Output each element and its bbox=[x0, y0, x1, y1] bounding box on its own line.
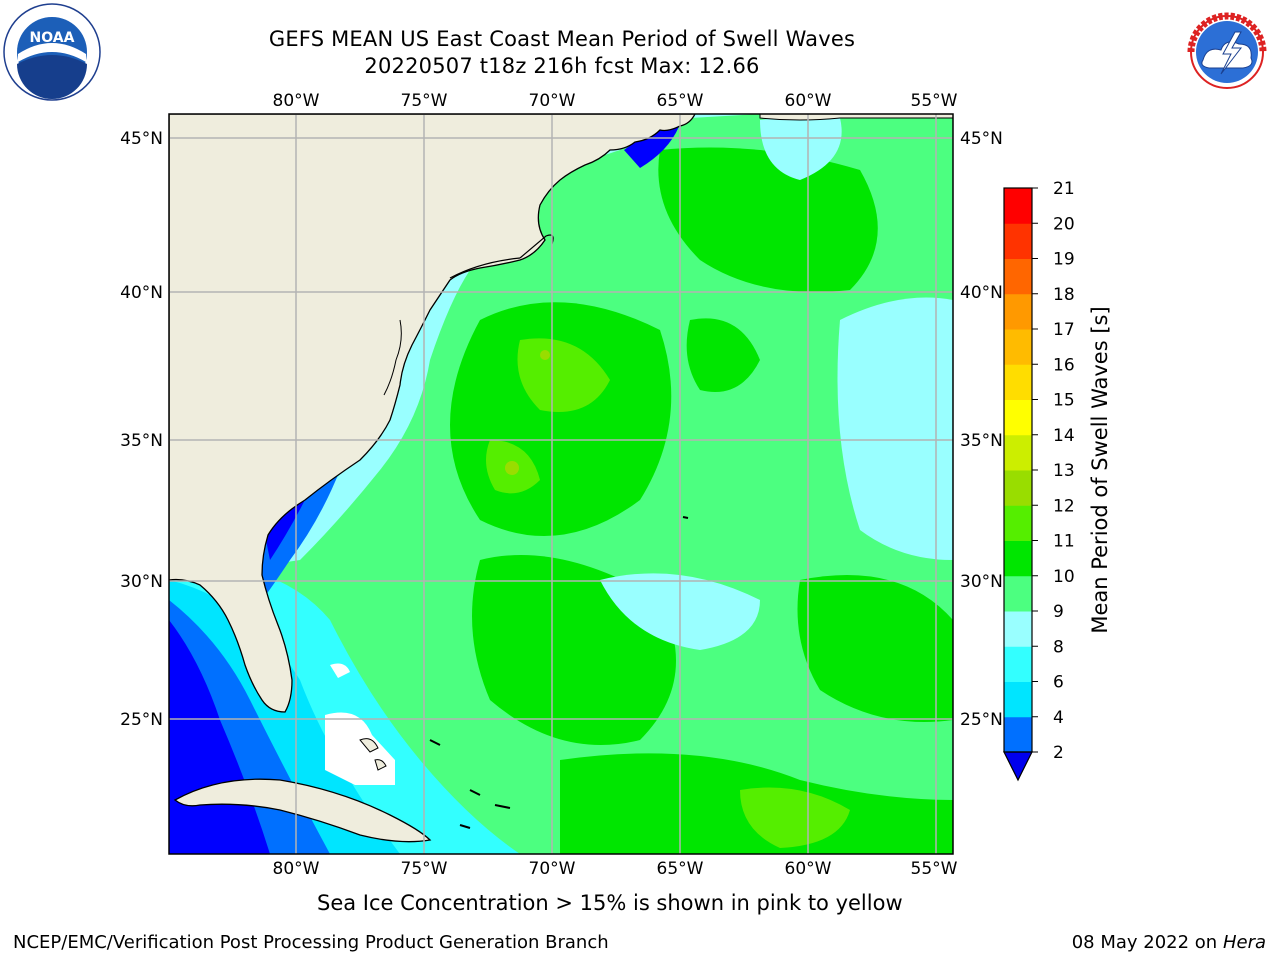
swell-patch-lightcyan-1 bbox=[837, 297, 953, 560]
chesapeake-bay bbox=[383, 319, 402, 396]
colorbar-segment bbox=[1004, 364, 1032, 400]
colorbar-tick-label: 8 bbox=[1053, 637, 1064, 657]
colorbar-tick-label: 21 bbox=[1053, 179, 1075, 199]
chart-subtitle: 20220507 t18z 216h fcst Max: 12.66 bbox=[364, 54, 760, 78]
lon-tick-bottom: 60°W bbox=[785, 859, 832, 879]
lat-tick-right: 40°N bbox=[960, 283, 1003, 303]
colorbar-segment bbox=[1004, 505, 1032, 541]
colorbar-extend-triangle bbox=[1003, 751, 1033, 782]
bahamas-island-2 bbox=[374, 759, 387, 771]
colorbar-tick-label: 4 bbox=[1053, 708, 1064, 728]
colorbar-tick-label: 11 bbox=[1053, 532, 1075, 552]
lon-tick-top: 70°W bbox=[529, 91, 576, 111]
lon-ticks-top: 80°W 75°W 70°W 65°W 60°W 55°W bbox=[273, 91, 958, 111]
lat-tick-right: 25°N bbox=[960, 710, 1003, 730]
colorbar-segment bbox=[1004, 540, 1032, 577]
map-frame bbox=[168, 113, 954, 855]
colorbar-segment bbox=[1004, 470, 1032, 506]
swell-patch-lightcyan-2 bbox=[760, 116, 842, 180]
colorbar-segment bbox=[1004, 223, 1032, 259]
colorbar-tick-label: 14 bbox=[1053, 426, 1075, 446]
swell-max-spot bbox=[505, 461, 519, 475]
swell-patch-green-1 bbox=[450, 302, 672, 536]
colorbar-tick-label: 16 bbox=[1053, 355, 1075, 375]
lon-ticks-bottom: 80°W 75°W 70°W 65°W 60°W 55°W bbox=[273, 859, 958, 879]
colorbar-segment bbox=[1004, 575, 1032, 612]
no-data-region-2 bbox=[330, 663, 350, 678]
lat-ticks-left: 45°N 40°N 35°N 30°N 25°N bbox=[120, 129, 163, 730]
swell-patch-green-6 bbox=[686, 318, 760, 392]
lat-tick-left: 25°N bbox=[120, 710, 163, 730]
bahamas-islets bbox=[429, 739, 511, 829]
lon-tick-bottom: 55°W bbox=[911, 859, 958, 879]
footer-date-text: 08 May 2022 on bbox=[1071, 932, 1218, 953]
colorbar-segment bbox=[1004, 293, 1032, 330]
colorbar-segment bbox=[1004, 646, 1032, 682]
colorbar-tick-label: 6 bbox=[1053, 673, 1064, 693]
lon-tick-top: 60°W bbox=[785, 91, 832, 111]
colorbar-tick-label: 17 bbox=[1053, 320, 1075, 340]
gulf-of-maine-deepblue bbox=[624, 124, 680, 168]
map-field bbox=[169, 114, 953, 854]
cuba-land bbox=[173, 778, 432, 843]
bahamas-island-1 bbox=[359, 738, 379, 753]
footer-date: 08 May 2022 on Hera bbox=[1072, 932, 1266, 953]
colorbar-tick-label: 10 bbox=[1053, 567, 1075, 587]
noaa-logo-text: NOAA bbox=[30, 30, 75, 46]
colorbar-segments bbox=[1004, 188, 1032, 753]
colorbar-tick-label: 12 bbox=[1053, 496, 1075, 516]
chart-title: GEFS MEAN US East Coast Mean Period of S… bbox=[268, 27, 856, 51]
colorbar-segment bbox=[1004, 258, 1032, 295]
colorbar-tick-labels: 2 4 6 8 9 10 11 12 13 14 15 16 17 18 19 20 21 bbox=[1032, 179, 1075, 763]
colorbar-tick-label: 19 bbox=[1053, 250, 1075, 270]
colorbar-segment bbox=[1004, 188, 1032, 224]
colorbar-label: Mean Period of Swell Waves [s] bbox=[1088, 306, 1112, 633]
colorbar-tick-label: 15 bbox=[1053, 391, 1075, 411]
lon-tick-top: 55°W bbox=[911, 91, 958, 111]
lat-tick-left: 40°N bbox=[120, 283, 163, 303]
carolina-band-deepblue bbox=[262, 490, 310, 560]
lat-tick-right: 45°N bbox=[960, 129, 1003, 149]
footer-credit: NCEP/EMC/Verification Post Processing Pr… bbox=[13, 932, 609, 953]
lon-tick-top: 80°W bbox=[273, 91, 320, 111]
colorbar-segment bbox=[1004, 434, 1032, 471]
lon-tick-top: 65°W bbox=[657, 91, 704, 111]
lon-tick-bottom: 65°W bbox=[657, 859, 704, 879]
swell-patch-green-2 bbox=[658, 147, 878, 292]
colorbar-tick-label: 20 bbox=[1053, 214, 1075, 234]
colorbar: 2 4 6 8 9 10 11 12 13 14 15 16 17 18 19 20 21 Mean Perio… bbox=[1003, 179, 1112, 782]
colorbar-tick-label: 9 bbox=[1053, 602, 1064, 622]
swell-patch-yg-3 bbox=[740, 787, 850, 848]
lon-tick-bottom: 75°W bbox=[401, 859, 448, 879]
lat-ticks-right: 45°N 40°N 35°N 30°N 25°N bbox=[960, 129, 1003, 730]
footer-host: Hera bbox=[1222, 932, 1266, 953]
lon-tick-top: 75°W bbox=[401, 91, 448, 111]
noaa-logo-icon: NOAA bbox=[3, 3, 101, 101]
colorbar-tick-label: 2 bbox=[1053, 743, 1064, 763]
sea-ice-note: Sea Ice Concentration > 15% is shown in … bbox=[317, 891, 903, 915]
swell-spot-2 bbox=[540, 350, 550, 360]
lat-tick-right: 35°N bbox=[960, 431, 1003, 451]
colorbar-segment bbox=[1004, 611, 1032, 647]
bermuda-island bbox=[682, 516, 689, 519]
colorbar-segment bbox=[1004, 681, 1032, 718]
lon-tick-bottom: 80°W bbox=[273, 859, 320, 879]
lat-tick-left: 35°N bbox=[120, 431, 163, 451]
lat-tick-left: 45°N bbox=[120, 129, 163, 149]
colorbar-segment bbox=[1004, 716, 1032, 753]
graticule bbox=[169, 114, 953, 854]
colorbar-tick-label: 18 bbox=[1053, 285, 1075, 305]
lat-tick-right: 30°N bbox=[960, 572, 1003, 592]
colorbar-segment bbox=[1004, 399, 1032, 436]
swell-patch-green-4 bbox=[797, 575, 953, 722]
colorbar-tick-label: 13 bbox=[1053, 461, 1075, 481]
colorbar-segment bbox=[1004, 329, 1032, 365]
lon-tick-bottom: 70°W bbox=[529, 859, 576, 879]
long-island-coast bbox=[449, 257, 521, 279]
us-mainland-land bbox=[169, 114, 696, 713]
nws-logo-icon bbox=[1179, 4, 1275, 100]
lat-tick-left: 30°N bbox=[120, 572, 163, 592]
